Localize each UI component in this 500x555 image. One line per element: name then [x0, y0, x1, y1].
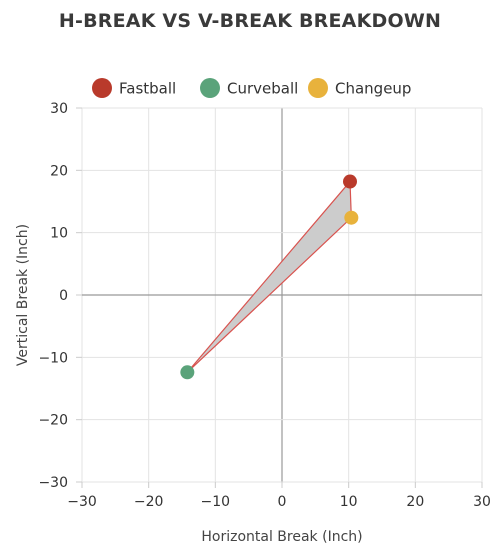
pitch-mix-polygon [186, 180, 352, 373]
x-tick-label: 10 [340, 494, 358, 510]
data-point-curveball [180, 365, 195, 380]
data-point-changeup [344, 210, 359, 225]
legend-marker-curveball [200, 78, 220, 98]
x-tick-label: −10 [201, 494, 231, 510]
y-tick-label: 20 [50, 163, 68, 179]
x-tick-label: −20 [134, 494, 164, 510]
x-tick-label: −30 [67, 494, 97, 510]
y-tick-label: −30 [38, 475, 68, 491]
y-tick-label: −20 [38, 413, 68, 429]
x-tick-label: 20 [406, 494, 424, 510]
legend-label-changeup: Changeup [335, 80, 411, 98]
data-point-fastball [343, 174, 357, 189]
x-tick-label: 0 [278, 494, 287, 510]
y-axis-label: Vertical Break (Inch) [15, 224, 31, 366]
chart-title: H-BREAK VS V-BREAK BREAKDOWN [58, 10, 442, 32]
legend-label-fastball: Fastball [119, 80, 176, 98]
x-axis-label: Horizontal Break (Inch) [201, 529, 362, 545]
y-tick-label: 10 [50, 226, 68, 242]
legend-marker-changeup [308, 78, 328, 98]
y-tick-label: 0 [59, 288, 68, 304]
legend-marker-fastball [92, 78, 112, 98]
y-tick-label: −10 [38, 350, 68, 366]
y-tick-label: 30 [50, 101, 68, 117]
x-tick-label: 30 [473, 494, 491, 510]
legend-label-curveball: Curveball [227, 80, 298, 98]
